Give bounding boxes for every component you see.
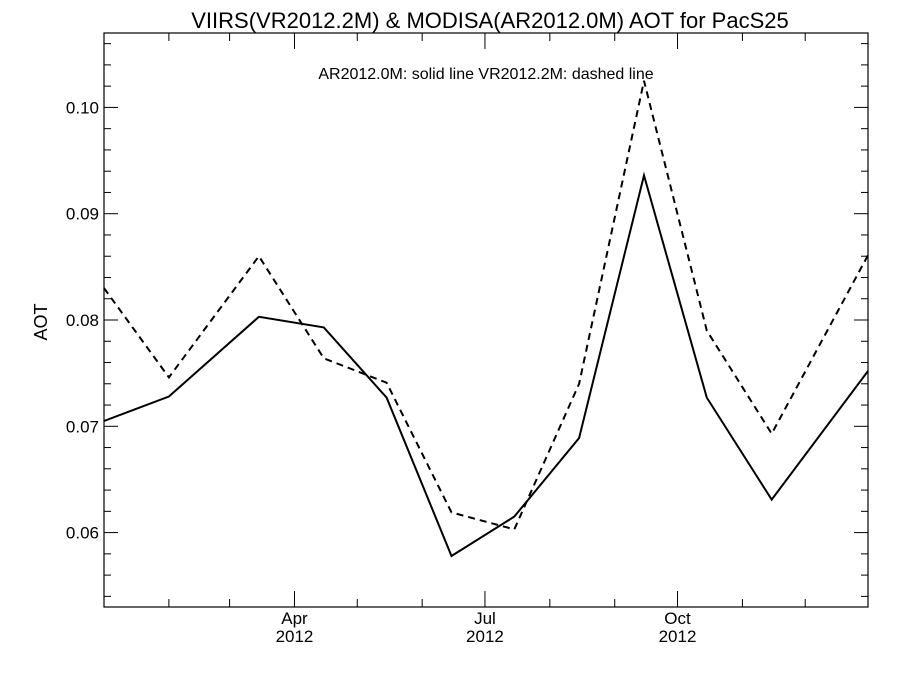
- chart-title: VIIRS(VR2012.2M) & MODISA(AR2012.0M) AOT…: [191, 8, 788, 33]
- y-tick-label: 0.06: [66, 524, 99, 543]
- x-tick-year-label: 2012: [466, 627, 504, 646]
- y-axis-label: AOT: [31, 303, 51, 340]
- y-tick-label: 0.08: [66, 311, 99, 330]
- y-tick-label: 0.10: [66, 98, 99, 117]
- x-tick-month-label: Oct: [664, 609, 691, 628]
- y-tick-label: 0.09: [66, 205, 99, 224]
- x-tick-month-label: Jul: [474, 609, 496, 628]
- series-lines: [103, 80, 869, 558]
- x-tick-month-label: Apr: [281, 609, 308, 628]
- y-axis-ticks: 0.06 0.07 0.08 0.09 0.10: [66, 43, 868, 597]
- series-line-ar2012-0m: [103, 171, 869, 558]
- legend-text: AR2012.0M: solid line VR2012.2M: dashed …: [318, 66, 653, 83]
- x-tick-year-label: 2012: [276, 627, 314, 646]
- series-line-vr2012-2m: [103, 80, 869, 531]
- y-tick-label: 0.07: [66, 417, 99, 436]
- x-tick-year-label: 2012: [659, 627, 697, 646]
